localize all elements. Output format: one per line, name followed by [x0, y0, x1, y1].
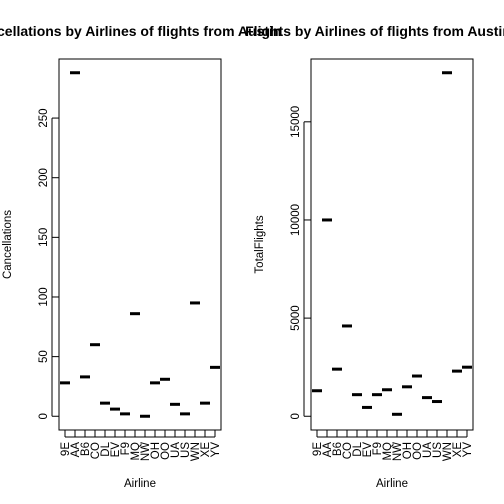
cancellations-title: Cancellations by Airlines of flights fro… — [0, 23, 281, 39]
flights-x-tick-label: DL — [352, 441, 364, 456]
cancellations-y-tick-label: 100 — [38, 287, 50, 306]
flights-x-tick-label: US — [432, 442, 444, 458]
cancellations-x-tick-label: OH — [150, 442, 162, 459]
flights-title: Flights by Airlines of flights from Aust… — [245, 23, 504, 39]
cancellations-plot-frame — [58, 58, 222, 431]
flights-x-tick-label: EV — [362, 442, 374, 458]
cancellations-x-tick-label: F9 — [120, 442, 132, 455]
flights-x-tick-label: YV — [462, 442, 474, 458]
flights-y-tick-label: 10000 — [290, 204, 302, 236]
flights-x-tick-label: UA — [422, 442, 434, 458]
flights-x-tick-label: 9E — [312, 442, 324, 456]
flights-x-tick-label: NW — [392, 442, 404, 461]
flights-y-tick-label: 5000 — [290, 305, 302, 331]
cancellations-x-tick-label: UA — [170, 442, 182, 458]
flights-x-tick-label: OH — [402, 442, 414, 459]
cancellations-x-tick-label: US — [180, 442, 192, 458]
flights-x-tick-label: OO — [412, 442, 424, 460]
cancellations-x-tick-label: YV — [210, 442, 222, 458]
cancellations-x-tick-label: DL — [100, 441, 112, 456]
cancellations-x-tick-label: OO — [160, 442, 172, 460]
flights-y-tick-label: 0 — [290, 413, 302, 419]
cancellations-y-tick-label: 250 — [38, 108, 50, 127]
cancellations-x-tick-label: MQ — [130, 442, 142, 461]
flights-x-tick-label: F9 — [372, 442, 384, 455]
cancellations-x-tick-label: B6 — [80, 442, 92, 456]
cancellations-y-tick-label: 150 — [38, 228, 50, 247]
cancellations-x-tick-label: WN — [190, 442, 202, 461]
flights-x-tick-label: WN — [442, 442, 454, 461]
flights-plot-frame — [310, 58, 474, 431]
flights-y-tick-label: 15000 — [290, 106, 302, 138]
cancellations-x-tick-label: EV — [110, 442, 122, 458]
cancellations-y-tick-label: 0 — [38, 413, 50, 419]
cancellations-y-tick-label: 50 — [38, 350, 50, 363]
cancellations-y-axis-label: Cancellations — [2, 210, 14, 279]
cancellations-x-tick-label: AA — [70, 442, 82, 458]
flights-x-tick-label: XE — [452, 442, 464, 458]
flights-x-tick-label: MQ — [382, 442, 394, 461]
total-flights-panel: Flights by Airlines of flights from Aust… — [245, 23, 504, 490]
cancellations-x-tick-label: 9E — [60, 442, 72, 456]
cancellations-x-tick-label: XE — [200, 442, 212, 458]
cancellations-x-tick-label: CO — [90, 442, 102, 459]
flights-x-tick-label: AA — [322, 442, 334, 458]
cancellations-panel: Cancellations by Airlines of flights fro… — [0, 23, 281, 490]
flights-x-tick-label: CO — [342, 442, 354, 459]
flights-x-axis-label: Airline — [376, 478, 408, 490]
flights-x-tick-label: B6 — [332, 442, 344, 456]
cancellations-x-axis-label: Airline — [124, 478, 156, 490]
cancellations-y-tick-label: 200 — [38, 168, 50, 187]
flights-y-axis-label: TotalFlights — [254, 215, 266, 273]
cancellations-x-tick-label: NW — [140, 442, 152, 461]
